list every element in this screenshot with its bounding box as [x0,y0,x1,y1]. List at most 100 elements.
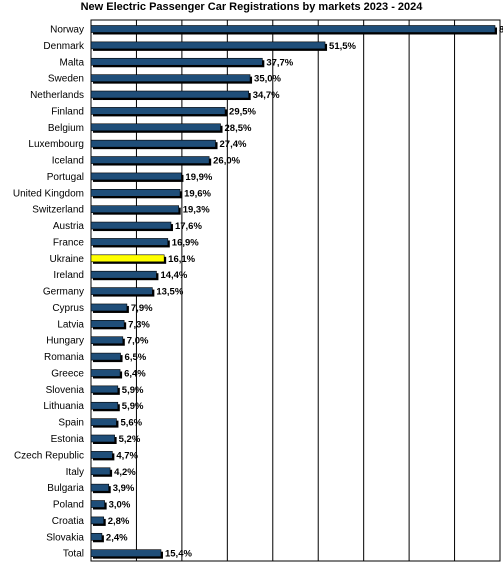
bar [90,352,121,361]
category-label: Romania [44,352,84,363]
category-label: Bulgaria [47,483,84,494]
category-label: Norway [50,25,84,36]
value-label: 26,0% [213,156,240,167]
category-label: Ireland [53,270,84,281]
value-label: 35,0% [254,74,281,85]
category-label: Malta [60,57,85,68]
bar [90,270,157,279]
value-label: 37,7% [266,57,293,68]
category-label: Slovenia [46,385,85,396]
value-label: 5,9% [122,401,144,412]
category-label: Denmark [43,41,85,52]
category-label: Latvia [57,319,84,330]
bar [90,467,111,476]
bar [90,41,326,50]
value-label: 5,2% [119,434,141,445]
bar [90,189,181,197]
bar-layer [90,25,498,559]
bar-highlight [90,254,165,263]
category-label: Cyprus [52,303,84,314]
category-label: Total [63,549,84,560]
category-label: Austria [53,221,85,232]
category-label: Lithuania [43,401,84,412]
value-label: 19,9% [185,172,212,183]
value-label: 3,9% [113,483,135,494]
category-label: Croatia [52,516,85,527]
chart-title: New Electric Passenger Car Registrations… [80,1,423,13]
category-label: Belgium [48,123,84,134]
category-label: Estonia [51,434,85,445]
value-label: 34,7% [253,90,280,101]
category-label: Iceland [52,156,84,167]
bar [90,500,105,508]
value-label: 19,6% [184,188,211,199]
category-label: Poland [53,500,84,511]
value-label: 4,7% [116,450,138,461]
bar [90,385,119,394]
value-label: 14,4% [160,270,187,281]
bar [90,451,113,459]
value-label: 7,0% [127,336,149,347]
value-label: 5,6% [120,418,142,429]
bar [90,238,169,246]
value-label: 17,6% [175,221,202,232]
bar [90,205,180,213]
bar [90,172,182,181]
value-label: 2,8% [108,516,130,527]
category-label: Ukraine [50,254,85,265]
category-label: Hungary [46,336,84,347]
category-label: United Kingdom [13,188,84,199]
value-label: 13,5% [156,287,183,298]
bar [90,418,117,426]
value-label: 16,9% [172,237,199,248]
category-label: Spain [58,418,84,429]
value-label: 29,5% [229,106,256,117]
value-label: 2,4% [106,532,128,543]
value-label: 19,3% [183,205,210,216]
category-label: Finland [51,106,84,117]
value-label: 6,4% [124,368,146,379]
value-label: 15,4% [165,549,192,560]
bar [90,516,105,525]
category-label: Germany [43,287,84,298]
bar [90,90,249,99]
bar [90,57,263,66]
bar [90,303,128,312]
category-label: Italy [66,467,84,478]
bar [90,139,216,148]
bar [90,221,172,230]
bar [90,25,496,33]
category-label: Netherlands [30,90,84,101]
bar [90,532,103,541]
label-layer: Norway 88,9% Denmark 51,5% Malta 37,7% Sweden 3… [13,25,503,560]
category-label: Sweden [48,74,84,85]
value-label: 7,3% [128,319,150,330]
category-label: France [53,237,85,248]
value-label: 3,0% [109,500,131,511]
bar [90,434,115,443]
bar [90,287,153,295]
bar [90,369,121,377]
bar [90,483,110,492]
value-label: 7,9% [131,303,153,314]
category-label: Luxembourg [28,139,84,150]
bar [90,401,119,410]
value-label: 5,9% [122,385,144,396]
bar [90,336,124,345]
category-label: Switzerland [32,205,84,216]
value-label: 16,1% [168,254,195,265]
category-label: Portugal [47,172,84,183]
bar [90,107,226,115]
bar [90,156,210,164]
value-label: 27,4% [220,139,247,150]
value-label: 6,5% [125,352,147,363]
bar [90,549,162,557]
category-label: Czech Republic [14,450,84,461]
value-label: 28,5% [225,123,252,134]
value-label: 51,5% [329,41,356,52]
value-label: 88,9% [499,25,503,36]
bar [90,320,125,328]
bar [90,74,251,82]
category-label: Greece [51,368,84,379]
